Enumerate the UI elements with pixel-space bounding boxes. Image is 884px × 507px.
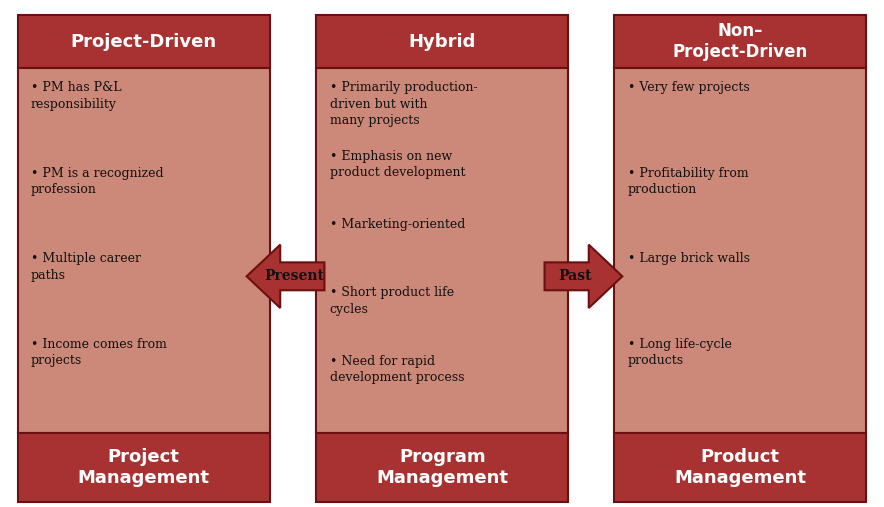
Text: • Long life-cycle
products: • Long life-cycle products bbox=[628, 338, 732, 367]
FancyBboxPatch shape bbox=[18, 433, 270, 502]
Text: • Need for rapid
development process: • Need for rapid development process bbox=[330, 355, 464, 384]
Text: • Very few projects: • Very few projects bbox=[628, 81, 750, 94]
Text: • Profitability from
production: • Profitability from production bbox=[628, 167, 748, 196]
Text: Program
Management: Program Management bbox=[377, 448, 508, 487]
Text: Project-Driven: Project-Driven bbox=[71, 33, 217, 51]
FancyBboxPatch shape bbox=[18, 68, 270, 433]
Text: • Large brick walls: • Large brick walls bbox=[628, 252, 750, 265]
Text: • PM has P&L
responsibility: • PM has P&L responsibility bbox=[31, 81, 121, 111]
Text: Hybrid: Hybrid bbox=[408, 33, 476, 51]
Text: • Multiple career
paths: • Multiple career paths bbox=[31, 252, 141, 282]
Text: • Primarily production-
driven but with
many projects: • Primarily production- driven but with … bbox=[330, 81, 477, 127]
FancyBboxPatch shape bbox=[316, 433, 568, 502]
Text: Present: Present bbox=[264, 269, 324, 283]
Polygon shape bbox=[545, 244, 622, 308]
FancyBboxPatch shape bbox=[18, 15, 270, 68]
Text: • PM is a recognized
profession: • PM is a recognized profession bbox=[31, 167, 164, 196]
Text: Project
Management: Project Management bbox=[78, 448, 210, 487]
Polygon shape bbox=[247, 244, 324, 308]
Text: Non–
Project-Driven: Non– Project-Driven bbox=[673, 22, 808, 61]
Text: • Short product life
cycles: • Short product life cycles bbox=[330, 286, 453, 316]
FancyBboxPatch shape bbox=[316, 68, 568, 433]
FancyBboxPatch shape bbox=[614, 68, 866, 433]
Text: • Income comes from
projects: • Income comes from projects bbox=[31, 338, 167, 367]
Text: • Emphasis on new
product development: • Emphasis on new product development bbox=[330, 150, 465, 179]
Text: Past: Past bbox=[558, 269, 591, 283]
FancyBboxPatch shape bbox=[614, 15, 866, 68]
Text: • Marketing-oriented: • Marketing-oriented bbox=[330, 218, 465, 231]
Text: Product
Management: Product Management bbox=[674, 448, 806, 487]
FancyBboxPatch shape bbox=[614, 433, 866, 502]
FancyBboxPatch shape bbox=[316, 15, 568, 68]
